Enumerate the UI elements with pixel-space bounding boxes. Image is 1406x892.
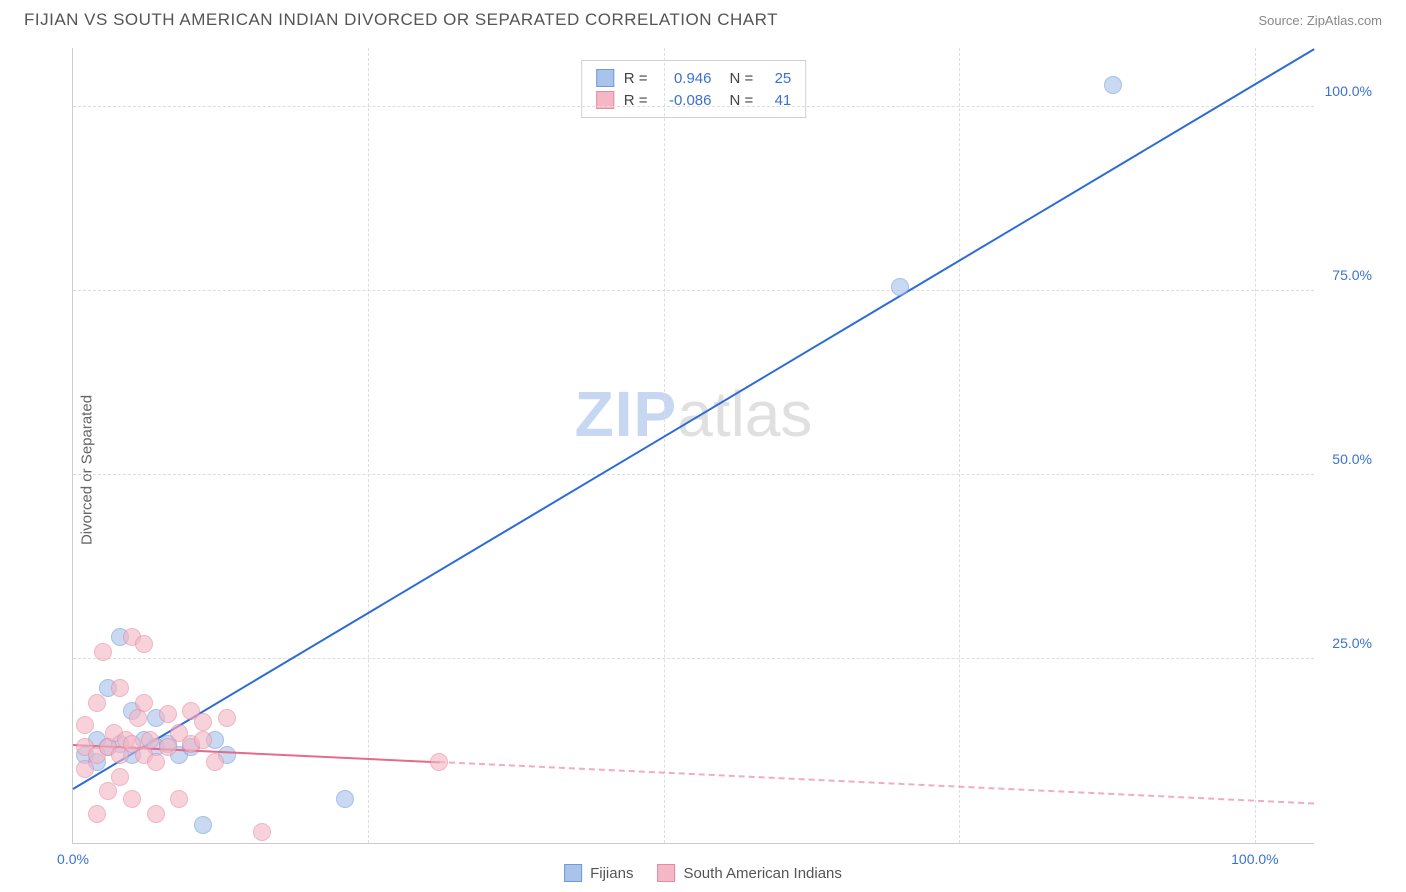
data-point bbox=[147, 805, 165, 823]
gridline-horizontal bbox=[73, 290, 1314, 291]
gridline-vertical bbox=[664, 48, 665, 843]
x-tick-label: 100.0% bbox=[1231, 851, 1278, 867]
data-point bbox=[430, 753, 448, 771]
data-point bbox=[206, 753, 224, 771]
r-value: 0.946 bbox=[658, 70, 712, 87]
correlation-info-box: R = 0.946 N = 25 R =-0.086N =41 bbox=[581, 60, 807, 118]
n-value: 25 bbox=[763, 70, 791, 87]
chart-header: FIJIAN VS SOUTH AMERICAN INDIAN DIVORCED… bbox=[0, 0, 1406, 36]
y-tick-label: 75.0% bbox=[1332, 267, 1372, 283]
info-row: R =-0.086N =41 bbox=[596, 89, 792, 111]
data-point bbox=[194, 731, 212, 749]
legend-swatch bbox=[657, 864, 675, 882]
legend: Fijians South American Indians bbox=[564, 864, 842, 882]
data-point bbox=[141, 731, 159, 749]
gridline-vertical bbox=[368, 48, 369, 843]
y-tick-label: 100.0% bbox=[1325, 83, 1372, 99]
info-row: R = 0.946 N = 25 bbox=[596, 67, 792, 89]
legend-item: Fijians bbox=[564, 864, 633, 882]
data-point bbox=[88, 805, 106, 823]
data-point bbox=[159, 738, 177, 756]
gridline-vertical bbox=[959, 48, 960, 843]
y-tick-label: 50.0% bbox=[1332, 451, 1372, 467]
legend-item: South American Indians bbox=[657, 864, 841, 882]
x-tick-label: 0.0% bbox=[57, 851, 89, 867]
data-point bbox=[111, 679, 129, 697]
gridline-horizontal bbox=[73, 106, 1314, 107]
data-point bbox=[111, 768, 129, 786]
legend-label: South American Indians bbox=[683, 865, 841, 882]
regression-line bbox=[72, 48, 1314, 790]
r-label: R = bbox=[624, 70, 648, 87]
data-point bbox=[135, 694, 153, 712]
regression-line bbox=[439, 761, 1314, 804]
source-label: Source: ZipAtlas.com bbox=[1258, 13, 1382, 28]
legend-swatch bbox=[564, 864, 582, 882]
data-point bbox=[891, 278, 909, 296]
data-point bbox=[135, 635, 153, 653]
data-point bbox=[147, 753, 165, 771]
series-swatch bbox=[596, 69, 614, 87]
chart-title: FIJIAN VS SOUTH AMERICAN INDIAN DIVORCED… bbox=[24, 10, 778, 30]
data-point bbox=[170, 790, 188, 808]
data-point bbox=[88, 694, 106, 712]
gridline-horizontal bbox=[73, 658, 1314, 659]
plot-area: ZIPatlas R =0.946N =25R =-0.086N =41 25.… bbox=[72, 48, 1314, 844]
y-tick-label: 25.0% bbox=[1332, 635, 1372, 651]
data-point bbox=[94, 643, 112, 661]
watermark: ZIPatlas bbox=[575, 377, 813, 451]
data-point bbox=[76, 760, 94, 778]
chart-container: Divorced or Separated ZIPatlas R =0.946N… bbox=[24, 48, 1382, 892]
data-point bbox=[336, 790, 354, 808]
data-point bbox=[159, 705, 177, 723]
data-point bbox=[99, 782, 117, 800]
data-point bbox=[1104, 76, 1122, 94]
data-point bbox=[123, 790, 141, 808]
n-label: N = bbox=[730, 70, 754, 87]
data-point bbox=[253, 823, 271, 841]
legend-label: Fijians bbox=[590, 865, 633, 882]
data-point bbox=[76, 716, 94, 734]
data-point bbox=[194, 816, 212, 834]
gridline-vertical bbox=[1255, 48, 1256, 843]
data-point bbox=[194, 713, 212, 731]
data-point bbox=[218, 709, 236, 727]
gridline-horizontal bbox=[73, 474, 1314, 475]
